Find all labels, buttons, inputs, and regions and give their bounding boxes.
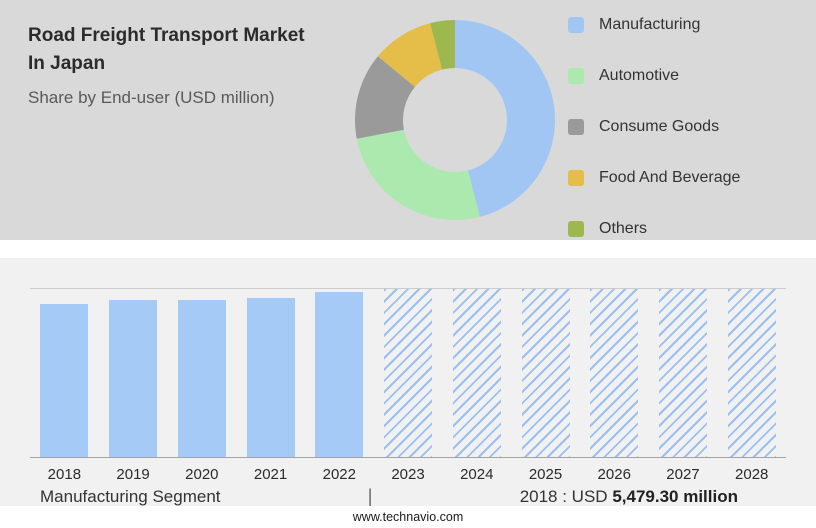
- panel-divider: [0, 240, 816, 258]
- legend-item-manufacturing: Manufacturing: [568, 16, 740, 34]
- x-label-2027: 2027: [666, 466, 700, 483]
- donut-chart-container: [350, 15, 560, 225]
- bar-2021: [246, 298, 295, 457]
- x-label-2020: 2020: [185, 466, 219, 483]
- bar-column-2019: [99, 289, 168, 457]
- bar-2027: [658, 289, 707, 457]
- x-label-2018: 2018: [47, 466, 82, 483]
- donut-slice-automotive: [356, 129, 480, 220]
- page-title-line1: Road Freight Transport Market: [28, 25, 305, 46]
- donut-chart: [355, 20, 555, 220]
- legend-label: Food And Beverage: [599, 169, 741, 186]
- bar-column-2024: [442, 289, 511, 457]
- donut-slice-consume-goods: [355, 56, 415, 139]
- bar-column-2020: [167, 289, 236, 457]
- bar-column-2022: [305, 289, 374, 457]
- legend: Manufacturing Automotive Consume Goods Food…: [568, 16, 740, 271]
- bar-column-2025: [511, 289, 580, 457]
- bar-chart-panel: 2018 2019 2020 2021 2022 2023 2024 2025 2026 2027…: [0, 258, 816, 506]
- caption-separator: |: [367, 486, 373, 506]
- legend-item-automotive: Automotive: [568, 67, 740, 85]
- legend-label: Others: [599, 220, 648, 237]
- footer-url: www.technavio.com: [352, 510, 464, 524]
- x-label-2019: 2019: [116, 466, 150, 483]
- x-label-2026: 2026: [597, 466, 631, 483]
- bar-column-2018: [30, 289, 99, 457]
- legend-label: Automotive: [599, 67, 680, 84]
- page-subtitle: Share by End-user (USD million): [28, 88, 275, 107]
- bar-2026: [590, 289, 639, 457]
- bar-2024: [452, 289, 501, 457]
- legend-swatch: [568, 119, 584, 135]
- caption-value: 2018 : USD 5,479.30 million: [520, 487, 738, 507]
- segment-label: Manufacturing Segment: [40, 487, 221, 506]
- x-axis-labels: 2018 2019 2020 2021 2022 2023 2024 2025 2026 2027…: [30, 462, 786, 484]
- bar-2025: [521, 289, 570, 457]
- legend-item-food-and-beverage: Food And Beverage: [568, 169, 740, 187]
- caption-row: Manufacturing Segment | 2018 : USD 5,479…: [40, 486, 738, 506]
- x-label-2025: 2025: [528, 466, 563, 483]
- legend-label: Manufacturing: [599, 16, 701, 33]
- x-label-2028: 2028: [735, 466, 769, 483]
- header-panel: Road Freight Transport Market In Japan S…: [0, 0, 816, 240]
- legend-swatch: [568, 68, 584, 84]
- page-title-line2: In Japan: [28, 53, 106, 74]
- donut-slice-food-and-beverage: [377, 23, 443, 87]
- bar-2020: [177, 300, 226, 457]
- bar-column-2023: [374, 289, 443, 457]
- x-label-2024: 2024: [460, 466, 494, 483]
- bar-column-2028: [717, 289, 786, 457]
- footer: www.technavio.com: [0, 506, 816, 528]
- donut-slice-manufacturing: [455, 20, 555, 217]
- bar-column-2026: [580, 289, 649, 457]
- x-label-2021: 2021: [253, 466, 288, 483]
- bar-2028: [727, 289, 776, 457]
- bar-2023: [384, 289, 433, 457]
- x-label-2022: 2022: [322, 466, 356, 483]
- caption-value-bold: 5,479.30 million: [612, 487, 738, 506]
- bar-column-2021: [236, 289, 305, 457]
- legend-label: Consume Goods: [599, 118, 720, 135]
- legend-item-others: Others: [568, 220, 740, 238]
- bar-2018: [40, 304, 89, 457]
- caption-value-prefix: 2018 : USD: [519, 487, 608, 506]
- page-title: Road Freight Transport Market In Japan: [28, 22, 358, 78]
- bar-column-2027: [649, 289, 718, 457]
- bar-2022: [315, 292, 364, 457]
- legend-swatch: [568, 170, 584, 186]
- legend-swatch: [568, 221, 584, 237]
- title-block: Road Freight Transport Market In Japan S…: [28, 22, 358, 110]
- legend-item-consume-goods: Consume Goods: [568, 118, 740, 136]
- bar-plot: [30, 288, 786, 458]
- donut-slice-others: [430, 20, 455, 70]
- bar-2019: [109, 300, 158, 457]
- x-label-2023: 2023: [391, 466, 425, 483]
- legend-swatch: [568, 17, 584, 33]
